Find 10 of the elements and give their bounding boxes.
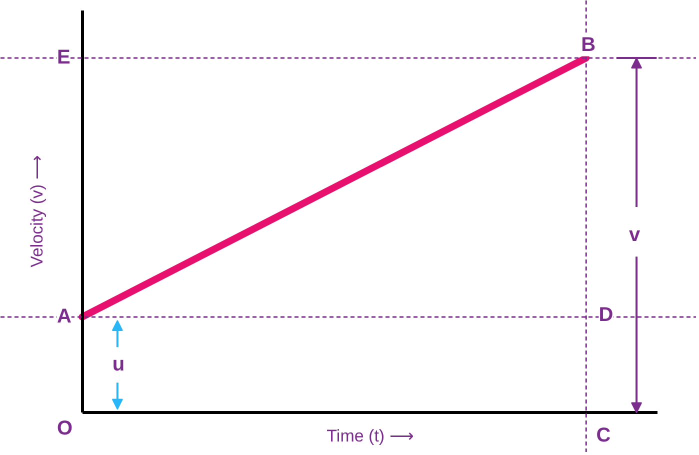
annotation: A [56,306,72,328]
text: B [581,34,596,56]
text: O [56,417,73,440]
annotation: v [628,224,641,246]
x-axis-title: Time (t) ⟶ [326,426,414,446]
annotation: D [598,304,614,326]
annotation: u [112,354,125,376]
text: C [596,424,611,446]
y-axis-title: Velocity (v) ⟶ [28,156,46,268]
annotation: E [56,46,70,69]
